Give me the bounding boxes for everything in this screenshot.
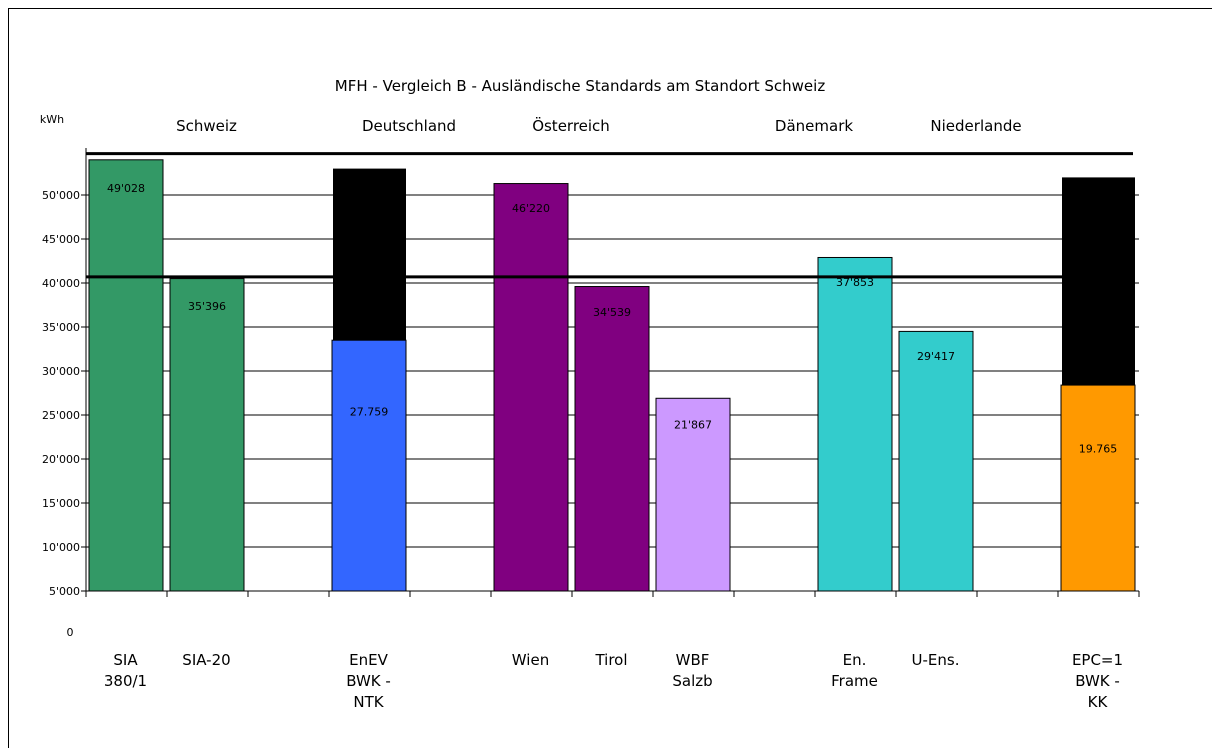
category-label-line: KK [1088,693,1109,711]
data-label: 49'028 [107,182,145,195]
category-label-line: WBF [676,651,710,669]
data-label: 34'539 [593,306,631,319]
data-label: 19.765 [1079,442,1118,455]
country-label: Deutschland [362,117,456,135]
category-label-line: Frame [831,672,878,690]
category-label-line: 380/1 [104,672,147,690]
reference-lines [86,152,1133,279]
axes [81,148,1140,597]
y-tick-label: 30'000 [42,365,80,378]
country-label: Dänemark [775,117,853,135]
country-label: Niederlande [930,117,1021,135]
category-label: EPC=1 BWK - KK [1072,651,1123,711]
data-label: 37'853 [836,276,874,289]
category-label: EnEV BWK - NTK [346,651,391,711]
bar [331,339,407,592]
y-tick-label-zero: 0 [67,626,74,639]
bar [817,256,893,592]
category-label: Wien [512,651,549,669]
bar [574,286,650,592]
data-label: 35'396 [188,300,226,313]
data-label: 27.759 [350,405,389,418]
category-label: U-Ens. [912,651,960,669]
category-label-line: Salzb [672,672,712,690]
category-label-line: SIA-20 [182,651,230,669]
bar [1060,384,1136,592]
category-label-line: U-Ens. [912,651,960,669]
bar-overlay [333,168,406,341]
category-label: En. Frame [831,651,878,690]
bars [88,159,1136,592]
y-tick-label: 15'000 [42,497,80,510]
y-tick-label: 50'000 [42,189,80,202]
category-label-line: BWK - [1075,672,1120,690]
bar [898,330,974,592]
y-tick-label: 25'000 [42,409,80,422]
chart-title: MFH - Vergleich B - Ausländische Standar… [335,77,826,95]
bar [493,183,569,592]
category-label: WBF Salzb [672,651,712,690]
y-axis-unit: kWh [40,113,64,126]
category-label: Tirol [594,651,627,669]
country-label: Österreich [532,116,610,135]
category-label-line: En. [843,651,867,669]
bar [88,159,164,592]
y-tick-label: 5'000 [49,585,80,598]
chart-frame [8,8,1212,748]
bar-overlay [1062,177,1135,386]
category-label-line: Tirol [594,651,627,669]
category-label-line: Wien [512,651,549,669]
category-label: SIA-20 [182,651,230,669]
y-tick-label: 40'000 [42,277,80,290]
data-label: 29'417 [917,350,955,363]
category-label-line: EnEV [349,651,388,669]
bar [169,278,245,592]
y-tick-label: 35'000 [42,321,80,334]
y-tick-label: 10'000 [42,541,80,554]
country-label: Schweiz [176,117,237,135]
data-label: 21'867 [674,419,712,432]
y-tick-label: 45'000 [42,233,80,246]
category-label: SIA 380/1 [104,651,147,690]
data-label: 46'220 [512,202,550,215]
y-tick-label: 20'000 [42,453,80,466]
labels: 5'000 10'000 15'000 20'000 25'000 30'000 35'00… [42,116,1123,711]
category-label-line: SIA [113,651,138,669]
category-label-line: BWK - [346,672,391,690]
category-label-line: EPC=1 [1072,651,1123,669]
category-label-line: NTK [353,693,384,711]
